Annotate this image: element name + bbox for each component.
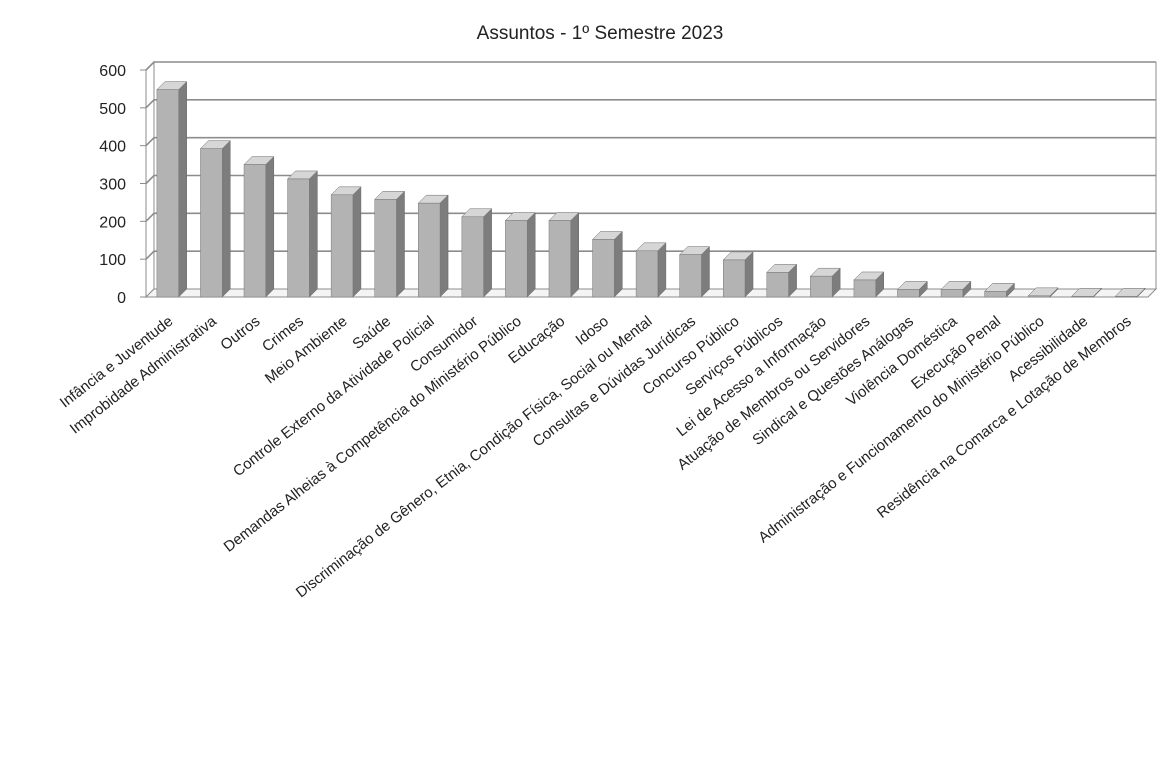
bar [679, 246, 711, 298]
bar-side [570, 211, 580, 298]
bar-side [614, 230, 623, 298]
bar-front [1027, 295, 1051, 298]
y-tick-label: 500 [99, 101, 126, 118]
gridline [145, 250, 1156, 260]
bar-front [374, 199, 397, 298]
bar [896, 280, 928, 298]
bar-front [330, 194, 354, 298]
bar-front [984, 291, 1007, 298]
bar-front [200, 148, 223, 298]
bar-front [505, 220, 528, 298]
bar-front [679, 254, 702, 298]
bar-side [526, 211, 536, 298]
bar-front [766, 272, 789, 298]
bar-side [396, 190, 405, 298]
gridline [145, 99, 1156, 109]
bar-side [439, 194, 449, 298]
bar [853, 271, 885, 298]
bar-side [309, 170, 318, 298]
bar-front [1071, 295, 1094, 298]
gridline [145, 61, 1156, 71]
y-tick-label: 200 [99, 214, 126, 231]
bar-front [461, 216, 484, 298]
bar-side [483, 208, 492, 298]
bar-front [243, 164, 267, 298]
bar-side [701, 246, 710, 298]
bar [1114, 287, 1146, 298]
bar-front [897, 289, 920, 298]
bar [984, 282, 1016, 298]
bar [722, 251, 754, 298]
bar [286, 170, 318, 298]
bar [156, 81, 188, 298]
bar-front [810, 275, 833, 298]
bar-front [635, 250, 659, 298]
bar-side [352, 186, 362, 298]
gridline [145, 174, 1156, 185]
y-tick-label: 300 [99, 177, 126, 194]
bar [635, 242, 667, 298]
bar-front [1115, 295, 1138, 298]
bar-side [657, 242, 667, 298]
bar-front [853, 279, 876, 298]
bar-front [592, 239, 615, 298]
bar [940, 280, 972, 298]
gridline [145, 212, 1156, 222]
bar-side [221, 140, 231, 298]
bar-front [940, 289, 964, 298]
bar-front [548, 220, 572, 298]
gridline [145, 136, 1156, 147]
bar-front [156, 89, 179, 298]
bar [417, 194, 449, 298]
bar [1071, 287, 1103, 298]
bar-front [287, 178, 310, 298]
bar-side [178, 81, 187, 298]
bar [330, 186, 362, 298]
bar [809, 267, 841, 298]
bar [199, 140, 231, 298]
bar [461, 208, 493, 298]
bar [766, 263, 798, 298]
y-tick-label: 600 [99, 63, 126, 80]
bar [504, 211, 536, 298]
bar [591, 230, 623, 298]
y-tick-label: 400 [99, 139, 126, 156]
y-tick-label: 0 [117, 290, 126, 307]
bar [243, 155, 275, 298]
x-tick-label: Outros [217, 313, 263, 354]
bar-front [722, 259, 746, 298]
y-tick-label: 100 [99, 252, 126, 269]
bar-front [418, 202, 441, 298]
bar [1027, 287, 1059, 298]
bar [374, 190, 406, 298]
chart-title: Assuntos - 1º Semestre 2023 [477, 23, 724, 44]
bar-side [265, 155, 275, 298]
bar [548, 211, 580, 298]
